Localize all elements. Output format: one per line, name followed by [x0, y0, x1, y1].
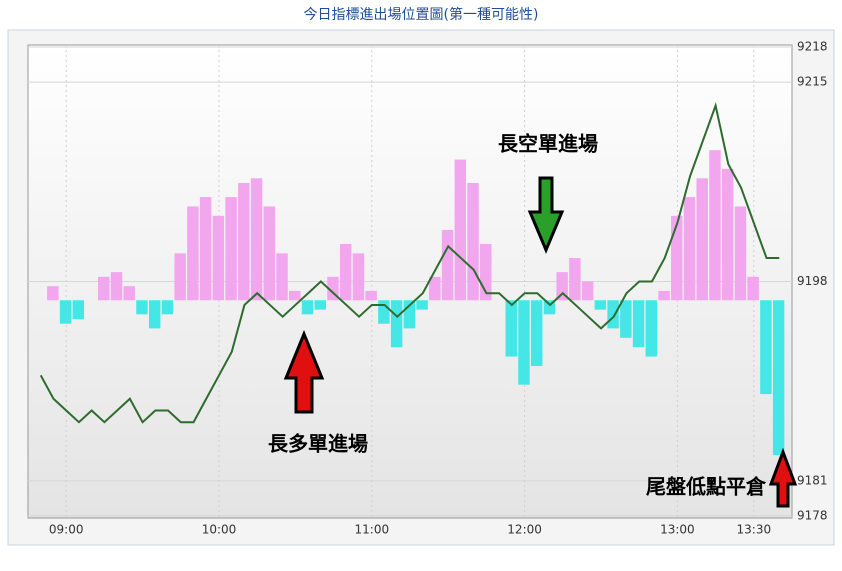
chart-title: 今日指標進出場位置圖(第一種可能性): [304, 6, 539, 23]
oscillator-bar: [772, 300, 785, 456]
oscillator-bar: [709, 150, 721, 301]
x-tick-label: 13:00: [660, 523, 695, 537]
oscillator-bar: [403, 300, 416, 329]
y-tick-label: 9181: [797, 473, 828, 487]
oscillator-bar: [110, 272, 123, 301]
oscillator-bar: [263, 206, 276, 301]
plot-layer: [28, 45, 792, 518]
oscillator-bar: [556, 272, 568, 301]
oscillator-bar: [314, 300, 326, 310]
x-tick-label: 13:30: [737, 523, 772, 537]
x-tick-label: 12:00: [507, 523, 542, 537]
oscillator-bar: [199, 197, 212, 301]
oscillator-bar: [632, 300, 645, 348]
oscillator-bar: [136, 300, 148, 315]
x-tick-label: 09:00: [49, 523, 84, 537]
oscillator-bar: [581, 281, 594, 301]
oscillator-bar: [339, 243, 352, 301]
oscillator-bar: [480, 243, 492, 301]
oscillator-bar: [212, 215, 225, 301]
oscillator-bar: [505, 300, 517, 357]
oscillator-bar: [301, 300, 314, 315]
oscillator-bar: [148, 300, 161, 329]
oscillator-bar: [620, 300, 632, 338]
oscillator-bar: [454, 159, 467, 301]
oscillator-bar: [518, 300, 530, 385]
oscillator-bar: [225, 197, 237, 301]
short-arrow: [527, 176, 565, 254]
oscillator-bar: [238, 183, 250, 301]
annotation: 尾盤低點平倉: [646, 475, 767, 499]
oscillator-bar: [72, 300, 85, 320]
oscillator-bar: [289, 290, 301, 301]
y-tick-label: 9178: [797, 509, 828, 523]
x-tick-label: 11:00: [355, 523, 390, 537]
oscillator-bar: [276, 253, 288, 301]
y-tick-label: 9218: [797, 40, 828, 54]
oscillator-bar: [645, 300, 658, 357]
oscillator-bar: [594, 300, 607, 310]
oscillator-bar: [161, 300, 174, 315]
oscillator-bar: [378, 300, 390, 324]
annotations: 長空單進場 長多單進場 尾盤低點平倉: [268, 132, 798, 508]
oscillator-bar: [530, 300, 543, 366]
oscillator-bar: [569, 258, 581, 301]
oscillator-bar: [123, 286, 135, 301]
oscillator-bar: [416, 300, 428, 310]
annotation: 長多單進場: [268, 432, 368, 456]
oscillator-bar: [327, 276, 339, 301]
oscillator-bar: [365, 290, 377, 301]
oscillator-bar: [47, 286, 59, 301]
oscillator-bar: [98, 276, 110, 301]
oscillator-bar: [734, 206, 747, 301]
oscillator-bar: [696, 178, 708, 301]
oscillator-bar: [429, 276, 441, 301]
oscillator-bar: [747, 276, 759, 301]
oscillator-bar: [607, 300, 619, 329]
oscillator-bar: [441, 229, 454, 301]
oscillator-bar: [721, 168, 734, 301]
oscillator-bar: [543, 300, 556, 315]
oscillator-bar: [390, 300, 403, 348]
oscillator-bar: [760, 300, 772, 395]
long-arrow: [283, 330, 325, 414]
annotation: 長空單進場: [498, 132, 598, 156]
oscillator-bar: [59, 300, 72, 324]
price-line: [39, 102, 780, 424]
oscillator-bar: [352, 253, 365, 301]
oscillator-bar: [187, 206, 199, 301]
oscillator-bar: [671, 215, 683, 301]
oscillator-bar: [658, 290, 670, 301]
x-tick-label: 10:00: [202, 523, 237, 537]
oscillator-bar: [250, 178, 263, 301]
y-tick-label: 9198: [797, 274, 828, 288]
close-arrow: [768, 447, 798, 508]
oscillator-bar: [467, 183, 479, 301]
oscillator-bar: [683, 197, 696, 301]
y-tick-label: 9215: [797, 75, 828, 89]
oscillator-bar: [174, 253, 186, 301]
